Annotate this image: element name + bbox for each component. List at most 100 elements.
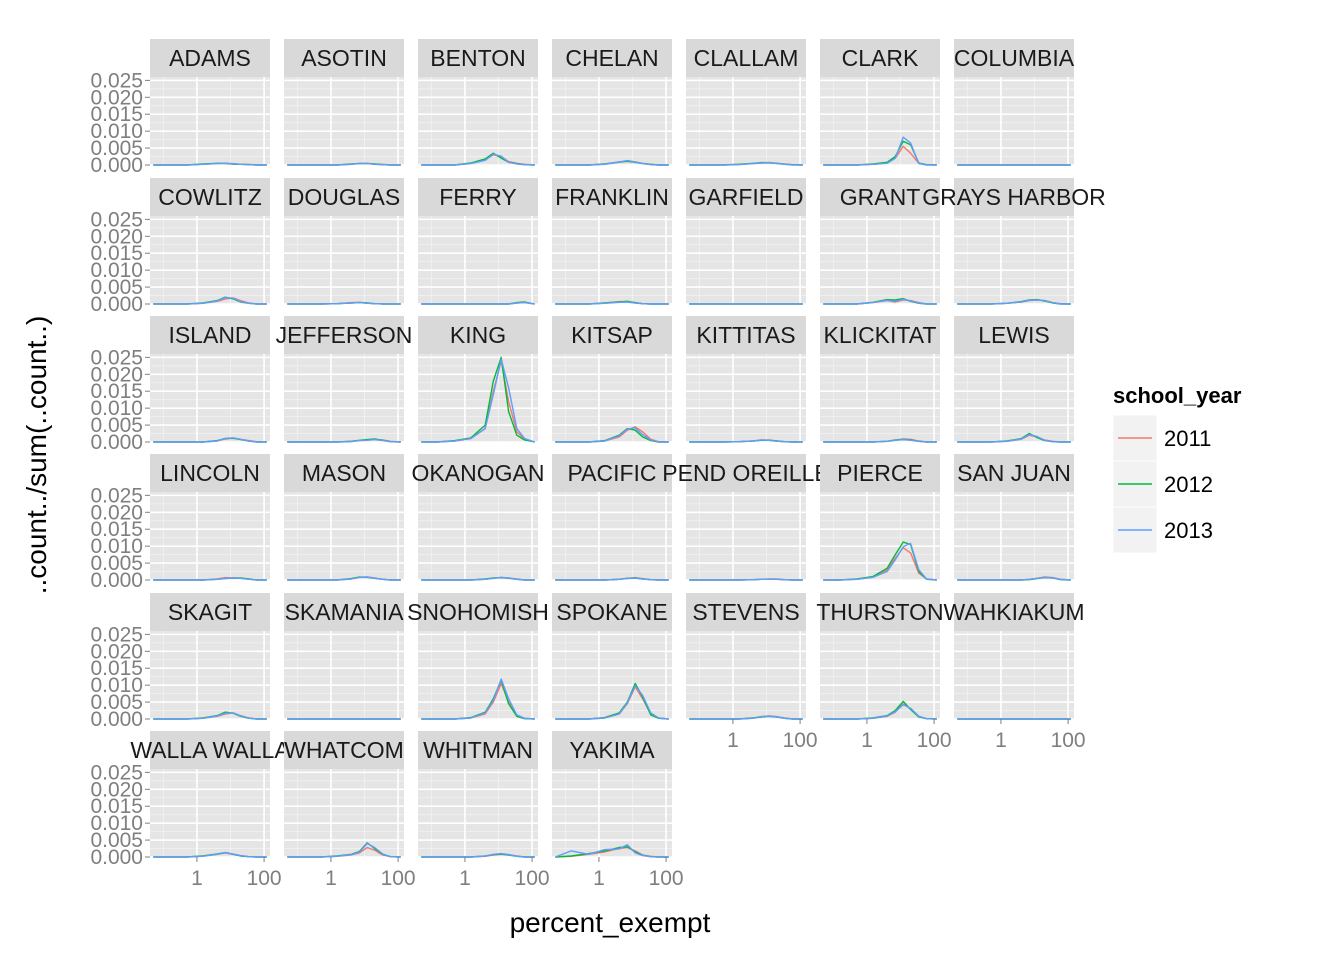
facet-strip <box>150 39 270 77</box>
facet-panel: WALLA WALLA <box>130 731 290 858</box>
panel-background <box>954 77 1074 165</box>
series-line-2013 <box>287 842 401 858</box>
facet-strip-label: GRAYS HARBOR <box>922 184 1106 210</box>
y-tick-label: 0.010 <box>90 535 143 558</box>
x-tick-label: 1 <box>325 867 337 890</box>
series-line-2013 <box>823 298 937 305</box>
facet-panel: KITTITAS <box>686 316 806 443</box>
series-line-2013 <box>823 704 937 720</box>
y-tick-label: 0.015 <box>90 518 143 541</box>
panel-background <box>284 492 404 580</box>
facet-panel: JEFFERSON <box>276 316 412 443</box>
series-line-2013 <box>153 296 267 305</box>
facet-strip <box>552 593 672 631</box>
facet-panel: YAKIMA <box>552 731 672 858</box>
series-line-2013 <box>689 715 803 720</box>
panel-background <box>552 492 672 580</box>
facet-strip-label: COLUMBIA <box>954 45 1075 71</box>
panel-background <box>284 216 404 304</box>
y-tick-label: 0.005 <box>90 137 143 160</box>
y-tick-label: 0.025 <box>90 346 143 369</box>
legend: school_year 2011 2012 2013 <box>1112 383 1242 554</box>
facet-panels: ADAMS ASOTIN BENTON CHELAN CLALLAM CLARK COLUM… <box>130 39 1106 858</box>
facet-panel: COWLITZ <box>150 178 270 305</box>
series-line-2013 <box>555 301 669 305</box>
facet-strip <box>820 316 940 354</box>
series-line-2013 <box>153 712 267 720</box>
facet-strip-label: SAN JUAN <box>957 460 1071 486</box>
facet-strip-label: WHITMAN <box>423 737 533 763</box>
y-tick-label: 0.015 <box>90 657 143 680</box>
series-line-2013 <box>823 542 937 581</box>
panel-background <box>552 77 672 165</box>
y-tick-label: 0.020 <box>90 225 143 248</box>
y-tick-label: 0.010 <box>90 674 143 697</box>
facet-panel: SNOHOMISH <box>407 593 549 720</box>
series-line-2013 <box>421 358 535 443</box>
facet-strip-label: GARFIELD <box>688 184 803 210</box>
y-tick-label: 0.025 <box>90 761 143 784</box>
panel-background <box>284 77 404 165</box>
facet-panel: GRAYS HARBOR <box>922 178 1106 305</box>
facet-panel: SKAGIT <box>150 593 270 720</box>
x-axis-title: percent_exempt <box>510 907 711 938</box>
facet-strip <box>552 39 672 77</box>
facet-panel: WHATCOM <box>284 731 404 858</box>
y-tick-label: 0.005 <box>90 552 143 575</box>
facet-panel: CLARK <box>820 39 940 166</box>
panel-background <box>418 354 538 442</box>
y-tick-label: 0.020 <box>90 86 143 109</box>
facet-strip-label: YAKIMA <box>569 737 655 763</box>
facet-panel: CLALLAM <box>686 39 806 166</box>
facet-strip-label: GRANT <box>840 184 921 210</box>
facet-panel: SKAMANIA <box>284 593 405 720</box>
panel-background <box>150 769 270 857</box>
y-tick-label: 0.000 <box>90 708 143 731</box>
series-line-2013 <box>153 437 267 443</box>
y-axes: 0.0000.0050.0100.0150.0200.0250.0000.005… <box>90 69 150 869</box>
facet-strip-label: OKANOGAN <box>412 460 545 486</box>
facet-strip-label: ASOTIN <box>301 45 387 71</box>
panel-background <box>150 354 270 442</box>
series-line-2013 <box>421 301 535 305</box>
y-tick-label: 0.015 <box>90 103 143 126</box>
panel-background <box>418 631 538 719</box>
series-line-2013 <box>421 852 535 858</box>
panel-background <box>418 216 538 304</box>
facet-strip <box>150 454 270 492</box>
facet-strip <box>284 731 404 769</box>
panel-background <box>820 492 940 580</box>
facet-strip <box>954 593 1074 631</box>
panel-background <box>552 769 672 857</box>
legend-title: school_year <box>1113 383 1242 408</box>
facet-panel: LINCOLN <box>150 454 270 581</box>
y-tick-label: 0.015 <box>90 242 143 265</box>
panel-background <box>820 631 940 719</box>
facet-strip <box>686 178 806 216</box>
y-axis-title: ..count../sum(..count..) <box>21 316 52 595</box>
y-tick-label: 0.010 <box>90 120 143 143</box>
panel-background <box>284 631 404 719</box>
panel-background <box>418 492 538 580</box>
facet-strip-label: KITTITAS <box>696 322 795 348</box>
series-line-2013 <box>421 153 535 166</box>
facet-panel: LEWIS <box>954 316 1074 443</box>
x-tick-label: 1 <box>727 729 739 752</box>
facet-strip-label: SKAMANIA <box>285 599 405 625</box>
y-tick-label: 0.025 <box>90 623 143 646</box>
x-axes: 1 100 1 100 1 100 1 100 1 100 1 100 1 100 <box>191 719 1086 890</box>
panel-background <box>954 216 1074 304</box>
facet-strip-label: PACIFIC <box>567 460 656 486</box>
facet-panel: PEND OREILLE <box>662 454 830 581</box>
facet-strip <box>686 39 806 77</box>
facet-strip <box>418 731 538 769</box>
series-line-2013 <box>689 161 803 166</box>
y-tick-label: 0.025 <box>90 484 143 507</box>
series-line-2013 <box>287 438 401 443</box>
facet-panel: ISLAND <box>150 316 270 443</box>
facet-panel: WAHKIAKUM <box>944 593 1085 720</box>
facet-strip-label: COWLITZ <box>158 184 262 210</box>
series-line-2013 <box>287 576 401 581</box>
series-line-2013 <box>555 427 669 443</box>
facet-strip <box>284 39 404 77</box>
